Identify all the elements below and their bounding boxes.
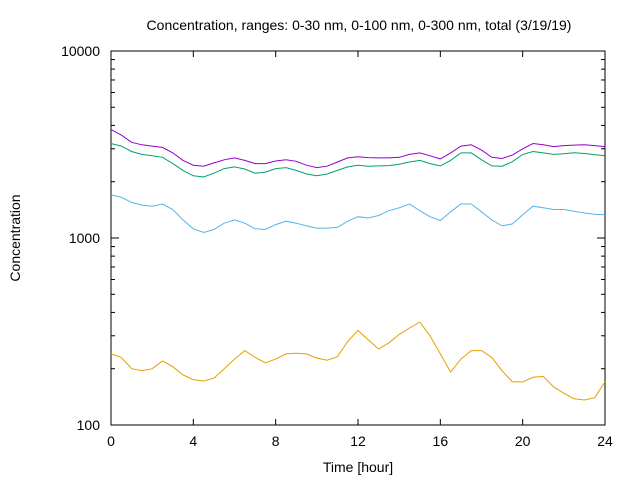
x-tick-label: 8 <box>272 433 280 449</box>
x-axis: 0 4 8 12 16 20 24 <box>107 51 613 449</box>
y-tick-label: 100 <box>77 417 101 433</box>
x-axis-label: Time [hour] <box>323 459 393 475</box>
y-axis: 100 1000 10000 <box>61 43 605 433</box>
x-tick-label: 4 <box>189 433 197 449</box>
y-tick-label: 10000 <box>61 43 100 59</box>
x-tick-label: 12 <box>350 433 366 449</box>
series-line-2 <box>110 194 606 234</box>
x-tick-label: 0 <box>107 433 115 449</box>
y-axis-label: Concentration <box>7 194 23 281</box>
x-tick-label: 16 <box>433 433 449 449</box>
x-tick-label: 20 <box>515 433 531 449</box>
x-tick-label: 24 <box>597 433 613 449</box>
series-layer <box>110 129 606 401</box>
plot-frame <box>110 50 606 426</box>
chart-title: Concentration, ranges: 0-30 nm, 0-100 nm… <box>147 17 572 33</box>
series-line-4 <box>110 129 606 169</box>
series-line-3 <box>110 143 606 178</box>
y-tick-label: 1000 <box>69 230 100 246</box>
series-line-1 <box>110 321 606 401</box>
